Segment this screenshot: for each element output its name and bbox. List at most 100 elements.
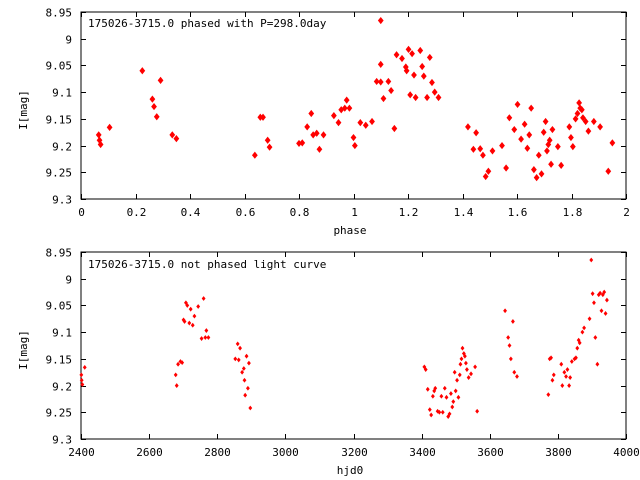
y-axis-ticks: 8.95 9 9.05 9.1 9.15 9.2 9.25 9.3 — [46, 247, 626, 447]
data-point — [393, 51, 400, 59]
data-point — [499, 141, 505, 150]
data-point — [524, 144, 531, 152]
data-point — [480, 151, 486, 159]
data-point — [199, 336, 204, 341]
x-axis-label: hjd0 — [337, 464, 364, 477]
x-tick-label: 1.2 — [399, 206, 419, 219]
data-point — [204, 328, 209, 333]
data-point — [511, 125, 518, 134]
data-point — [245, 385, 250, 391]
data-point — [510, 319, 515, 324]
data-point — [544, 147, 550, 155]
data-point — [190, 322, 195, 328]
data-point — [602, 289, 607, 295]
y-axis-ticks: 8.95 9 9.05 9.1 9.15 9.2 9.25 9.3 — [46, 7, 626, 207]
data-point — [264, 136, 271, 144]
data-point — [521, 120, 528, 128]
y-axis-label: I[mag] — [17, 90, 30, 130]
data-point — [512, 369, 517, 375]
data-point — [452, 369, 457, 375]
data-point — [260, 113, 266, 121]
data-point — [320, 131, 327, 139]
data-point — [528, 104, 535, 112]
data-point — [440, 409, 445, 415]
phased-light-curve-panel: 175026-3715.0 phased with P=298.0day 0 0.… — [17, 7, 630, 238]
data-point — [463, 360, 468, 366]
data-points — [95, 16, 616, 182]
data-point — [460, 345, 465, 351]
data-point — [149, 95, 156, 103]
data-point — [546, 136, 553, 144]
data-point — [609, 139, 616, 147]
data-point — [409, 50, 415, 58]
y-tick-label: 9.2 — [52, 381, 72, 394]
data-point — [582, 325, 587, 331]
data-point — [538, 170, 545, 178]
y-tick-label: 9.1 — [52, 327, 72, 340]
data-point — [350, 133, 357, 142]
y-tick-label: 8.95 — [46, 7, 73, 20]
data-point — [550, 377, 555, 383]
x-tick-label: 3200 — [341, 446, 368, 459]
x-axis-ticks: 2400 2600 2800 3000 3200 3400 3600 3800 4000 — [68, 252, 640, 459]
data-point — [465, 367, 469, 372]
data-point — [456, 394, 461, 400]
data-point — [508, 356, 513, 362]
x-tick-label: 2800 — [204, 446, 231, 459]
data-point — [196, 304, 201, 309]
data-point — [548, 160, 554, 168]
data-point — [549, 125, 556, 134]
data-point — [308, 109, 315, 118]
data-point — [593, 335, 598, 340]
data-point — [419, 62, 426, 71]
data-point — [407, 91, 414, 99]
data-point — [564, 374, 568, 379]
data-point — [518, 135, 524, 143]
data-point — [405, 45, 412, 53]
data-point — [567, 383, 572, 388]
data-point — [243, 392, 248, 398]
data-point — [377, 78, 384, 86]
data-point — [313, 129, 320, 137]
data-point — [558, 161, 565, 169]
data-point — [592, 300, 596, 306]
y-tick-label: 9.15 — [46, 354, 73, 367]
data-point — [576, 99, 583, 107]
x-tick-label: 1 — [351, 206, 358, 219]
x-tick-label: 0.8 — [290, 206, 310, 219]
data-point — [169, 131, 176, 139]
data-point — [429, 412, 434, 418]
chart-title: 175026-3715.0 phased with P=298.0day — [88, 17, 327, 30]
data-point — [343, 96, 350, 104]
data-point — [473, 129, 480, 137]
data-point — [582, 117, 589, 126]
data-point — [461, 351, 466, 356]
data-point — [151, 102, 157, 111]
data-point — [598, 290, 603, 296]
data-point — [304, 123, 311, 131]
y-tick-label: 9 — [65, 274, 72, 287]
data-point — [455, 377, 459, 383]
data-point — [420, 72, 427, 80]
x-tick-label: 3600 — [477, 446, 504, 459]
data-point — [453, 388, 458, 394]
data-point — [426, 53, 433, 62]
y-tick-label: 9.25 — [46, 167, 73, 180]
data-point — [535, 151, 542, 159]
x-tick-label: 0.2 — [127, 206, 147, 219]
data-point — [554, 143, 561, 151]
data-point — [475, 408, 480, 414]
data-point — [362, 121, 369, 129]
data-point — [489, 147, 496, 155]
data-point — [574, 355, 578, 361]
data-point — [477, 145, 484, 153]
data-point — [411, 71, 417, 79]
plot-frame — [80, 251, 627, 440]
data-point — [235, 341, 240, 347]
y-tick-label: 8.95 — [46, 247, 73, 260]
data-point — [242, 377, 247, 383]
data-point — [568, 133, 574, 142]
data-point — [595, 361, 600, 367]
data-point — [201, 296, 206, 301]
data-point — [444, 394, 449, 400]
